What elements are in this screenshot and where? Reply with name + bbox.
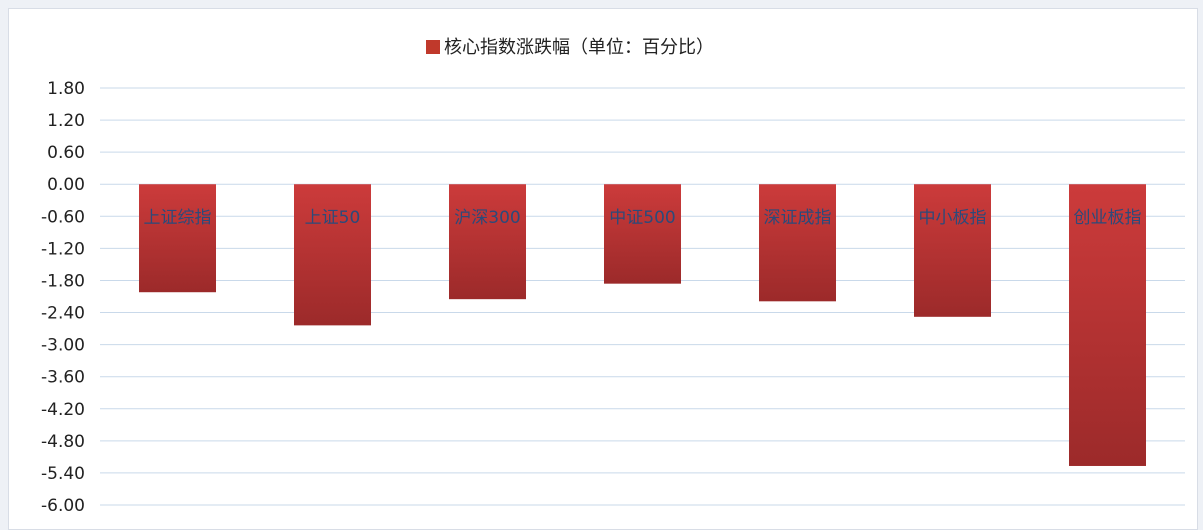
category-label: 中证500	[609, 208, 675, 228]
y-tick-label: -2.40	[41, 304, 85, 324]
category-label: 创业板指	[1074, 208, 1142, 228]
chart-legend: 核心指数涨跌幅（单位：百分比）	[426, 37, 714, 58]
bar	[294, 184, 371, 326]
y-axis-ticks: 1.80 1.20 0.60 0.00 -0.60 -1.20 -1.80 -2.40 -3.0…	[41, 79, 85, 516]
y-tick-label: -1.80	[41, 271, 85, 291]
y-tick-label: -0.60	[41, 207, 85, 227]
y-tick-label: -4.20	[41, 400, 85, 420]
category-label: 上证综指	[144, 208, 212, 228]
legend-label: 核心指数涨跌幅（单位：百分比）	[444, 37, 714, 58]
bar	[604, 184, 681, 284]
y-tick-label: -6.00	[41, 496, 85, 516]
y-tick-label: 1.80	[47, 79, 85, 99]
category-label: 沪深300	[454, 208, 520, 228]
y-tick-label: -4.80	[41, 432, 85, 452]
category-labels: 上证综指 上证50 沪深300 中证500 深证成指 中小板指 创业板指	[144, 208, 1142, 228]
bars	[139, 184, 1146, 466]
grid-lines	[100, 87, 1185, 506]
category-label: 中小板指	[919, 208, 987, 228]
y-tick-label: -5.40	[41, 464, 85, 484]
bar	[914, 184, 991, 317]
bar	[449, 184, 526, 300]
y-tick-label: -1.20	[41, 239, 85, 259]
legend-swatch	[426, 40, 440, 54]
y-tick-label: 1.20	[47, 111, 85, 131]
bar	[139, 184, 216, 293]
y-tick-label: -3.00	[41, 336, 85, 356]
category-label: 深证成指	[764, 208, 832, 228]
y-tick-label: -3.60	[41, 368, 85, 388]
bar	[759, 184, 836, 302]
bar	[1069, 184, 1146, 466]
y-tick-label: 0.00	[47, 175, 85, 195]
y-tick-label: 0.60	[47, 143, 85, 163]
category-label: 上证50	[305, 208, 361, 228]
